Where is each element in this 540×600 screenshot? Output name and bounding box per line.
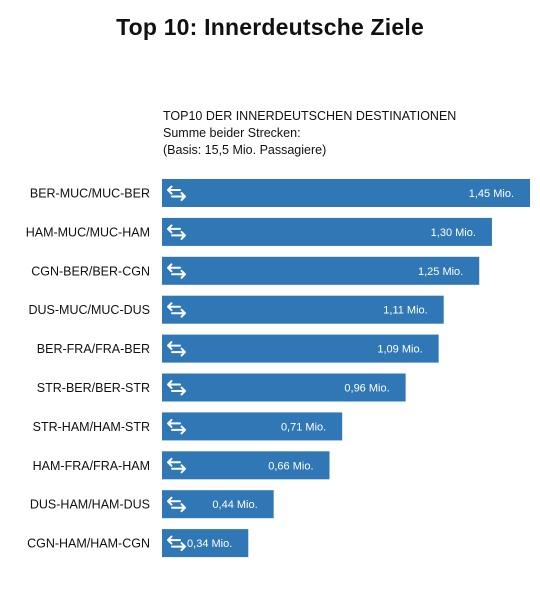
value-label: 0,66 Mio.	[268, 460, 313, 472]
bar	[162, 217, 492, 246]
bidirectional-arrows-icon	[167, 185, 186, 201]
bidirectional-arrows-icon	[167, 341, 186, 357]
category-label: HAM-FRA/FRA-HAM	[33, 459, 150, 473]
subtitle-line-3: (Basis: 15,5 Mio. Passagiere)	[163, 143, 327, 157]
bar-group: CGN-HAM/HAM-CGN 0,34 Mio.	[27, 529, 249, 558]
value-label: 1,25 Mio.	[418, 266, 463, 278]
value-label: 1,11 Mio.	[383, 305, 427, 317]
bidirectional-arrows-icon	[167, 418, 186, 435]
subtitle-line-2: Summe beider Strecken:	[163, 126, 301, 140]
value-label: 0,34 Mio.	[187, 538, 232, 550]
bar	[162, 451, 330, 480]
value-label: 1,30 Mio.	[431, 227, 476, 239]
bidirectional-arrows-icon	[167, 302, 186, 318]
bar-group: DUS-MUC/MUC-DUS 1,11 Mio.	[28, 295, 444, 324]
category-label: CGN-BER/BER-CGN	[31, 264, 150, 278]
category-label: BER-FRA/FRA-BER	[37, 342, 150, 356]
bar-group: CGN-BER/BER-CGN 1,25 Mio.	[31, 256, 480, 285]
chart-subtitle: TOP10 DER INNERDEUTSCHEN DESTINATIONEN S…	[163, 108, 456, 159]
value-label: 0,71 Mio.	[281, 421, 326, 433]
bidirectional-arrows-icon	[167, 457, 186, 474]
bar-group: BER-MUC/MUC-BER 1,45 Mio.	[30, 179, 530, 207]
category-label: STR-HAM/HAM-STR	[33, 420, 150, 434]
category-label: HAM-MUC/MUC-HAM	[26, 225, 150, 239]
category-label: CGN-HAM/HAM-CGN	[27, 537, 150, 551]
bar-group: DUS-HAM/HAM-DUS 0,44 Mio.	[30, 490, 274, 519]
bidirectional-arrows-icon	[167, 224, 186, 240]
category-label: STR-BER/BER-STR	[37, 381, 150, 395]
bar	[162, 179, 530, 207]
value-label: 0,44 Mio.	[212, 499, 257, 511]
chart-title: Top 10: Innerdeutsche Ziele	[116, 14, 424, 40]
bidirectional-arrows-icon	[167, 380, 186, 396]
bar	[162, 373, 406, 402]
bidirectional-arrows-icon	[167, 535, 186, 552]
category-label: DUS-MUC/MUC-DUS	[28, 303, 150, 317]
bar	[162, 334, 439, 363]
value-label: 0,96 Mio.	[344, 383, 389, 395]
bar-group: HAM-FRA/FRA-HAM 0,66 Mio.	[33, 451, 330, 480]
value-label: 1,09 Mio.	[377, 344, 422, 356]
category-label: BER-MUC/MUC-BER	[30, 187, 150, 201]
bar	[162, 412, 343, 441]
subtitle-line-1: TOP10 DER INNERDEUTSCHEN DESTINATIONEN	[163, 109, 457, 123]
bar	[162, 529, 249, 558]
bar	[162, 256, 480, 285]
bidirectional-arrows-icon	[167, 263, 186, 279]
category-label: DUS-HAM/HAM-DUS	[30, 498, 150, 512]
bar-group: BER-FRA/FRA-BER 1,09 Mio.	[37, 334, 439, 363]
bar-group: STR-HAM/HAM-STR 0,71 Mio.	[33, 412, 343, 441]
bar	[162, 295, 444, 324]
bar-group: HAM-MUC/MUC-HAM 1,30 Mio.	[26, 217, 492, 246]
value-label: 1,45 Mio.	[469, 188, 514, 200]
bar-group: STR-BER/BER-STR 0,96 Mio.	[37, 373, 406, 402]
bidirectional-arrows-icon	[167, 496, 186, 513]
